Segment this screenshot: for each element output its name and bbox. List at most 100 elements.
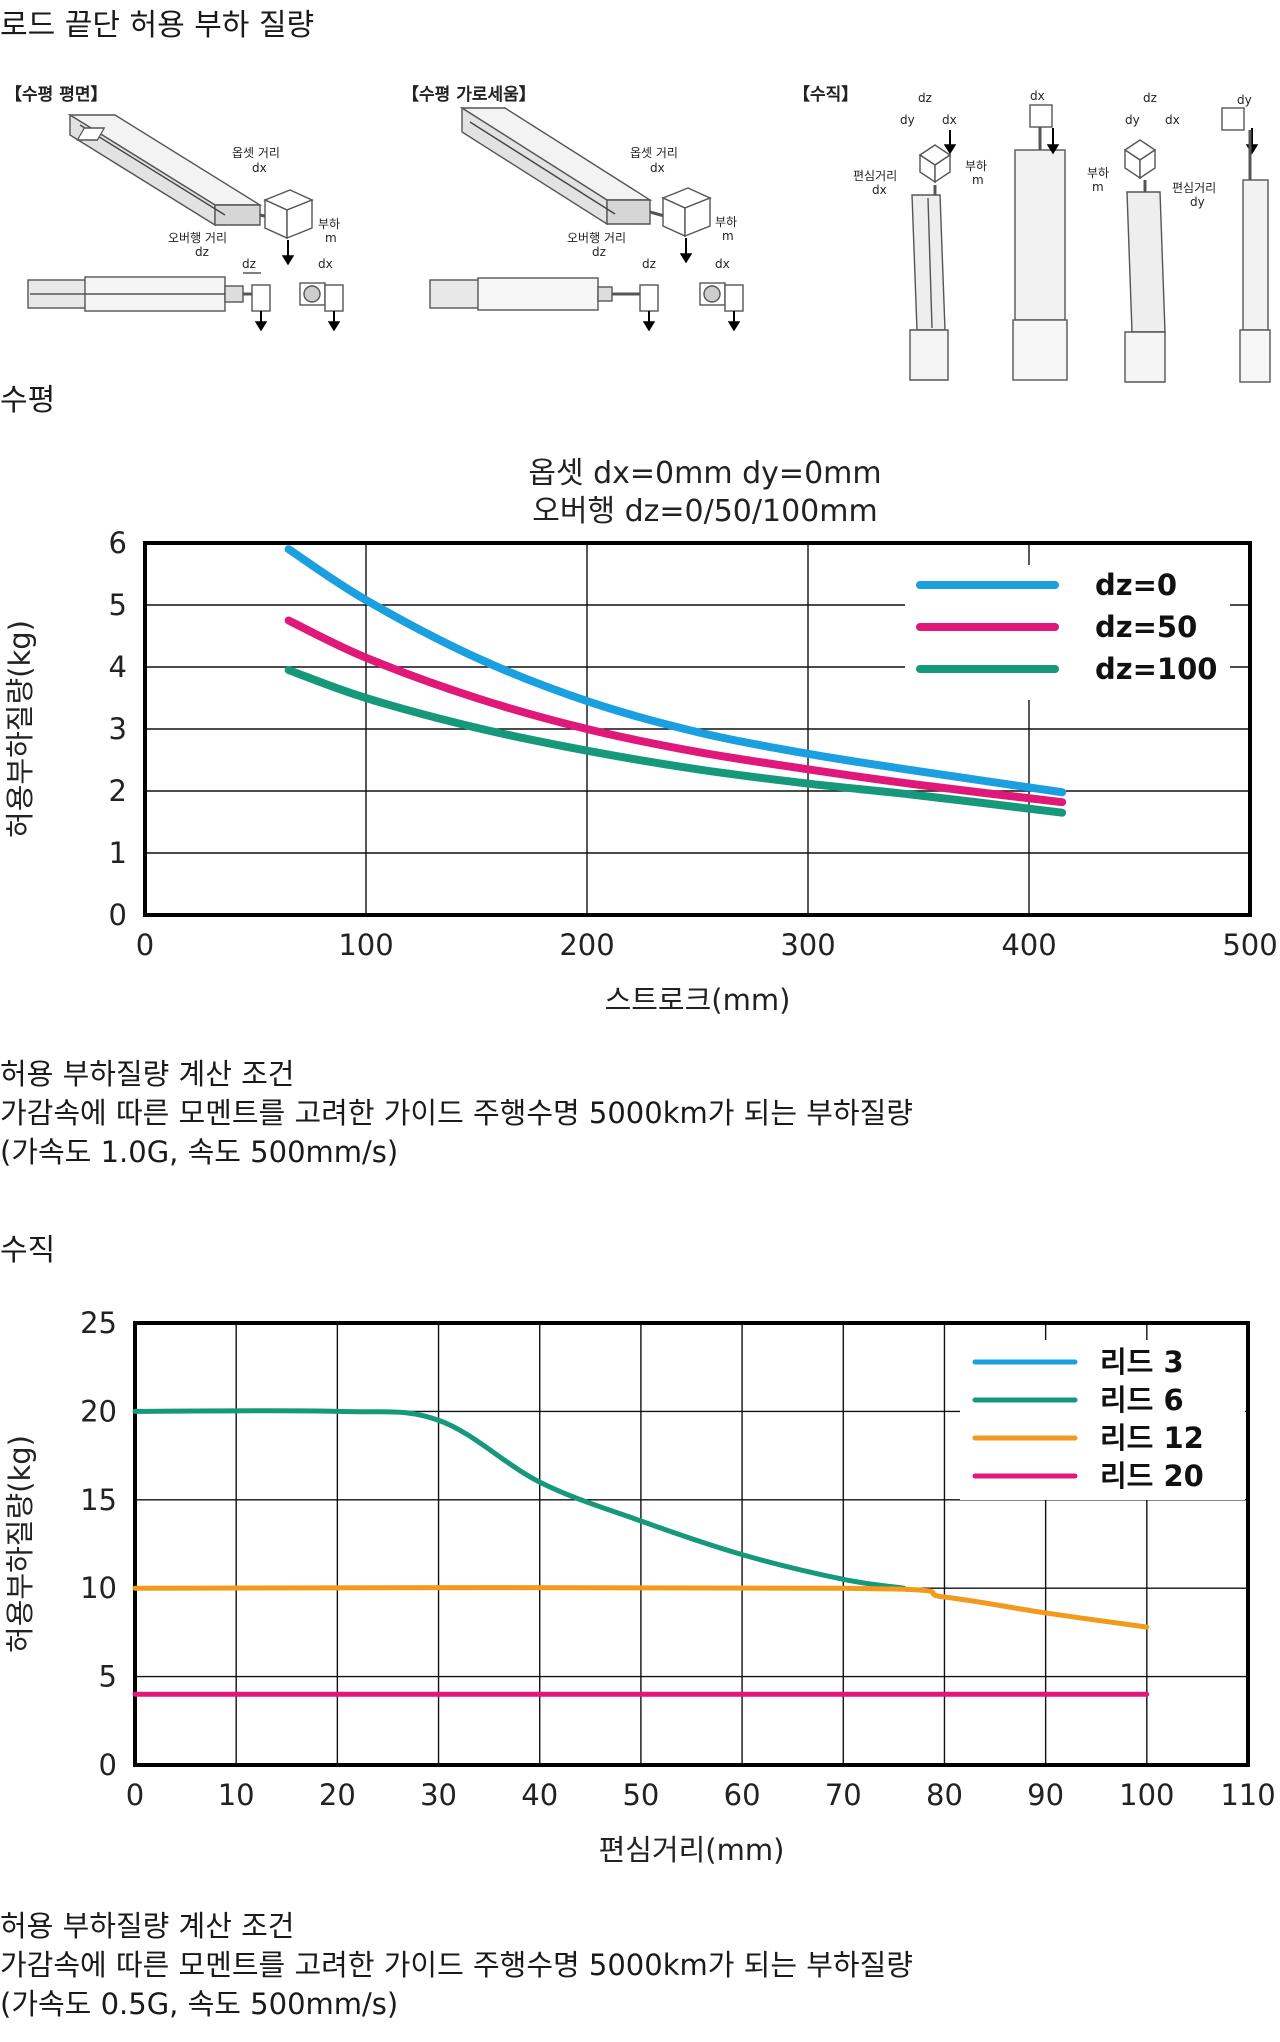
horizontal-flat-actuator-side xyxy=(27,272,344,332)
x-tick-label: 300 xyxy=(780,928,835,962)
legend-label: dz=50 xyxy=(1095,610,1197,644)
label-offset-axis: dx xyxy=(650,161,665,175)
y-tick-label: 5 xyxy=(109,588,127,622)
vertical-load-chart: 0 10 20 30 40 50 60 70 80 90 100 110 0 5 10 15 20 25 편심거리(… xyxy=(3,1306,1276,1867)
label-dz: dz xyxy=(642,257,656,271)
y-tick-label: 0 xyxy=(99,1748,117,1782)
y-tick-label: 10 xyxy=(80,1571,117,1605)
legend-label: dz=100 xyxy=(1095,652,1217,686)
label-dz: dz xyxy=(1143,91,1157,105)
label-load-sym: m xyxy=(1092,180,1104,194)
x-tick-label: 80 xyxy=(926,1778,963,1812)
x-tick-label: 20 xyxy=(319,1778,356,1812)
series-line-dz0 xyxy=(284,545,1067,797)
conditions-line-1-vertical: 가감속에 따른 모멘트를 고려한 가이드 주행수명 5000km가 되는 부하질… xyxy=(0,1948,913,1982)
conditions-title-vertical: 허용 부하질량 계산 조건 xyxy=(0,1909,295,1943)
label-dy: dy xyxy=(1237,93,1252,107)
x-tick-label: 0 xyxy=(126,1778,144,1812)
x-tick-label: 10 xyxy=(218,1778,255,1812)
label-ecc1: 편심거리 xyxy=(853,169,897,183)
section-heading-horizontal: 수평 xyxy=(0,383,56,418)
section-heading-vertical: 수직 xyxy=(0,1233,56,1268)
series-line-12 xyxy=(132,1585,1150,1630)
label-dz: dz xyxy=(918,91,932,105)
legend-label: 리드 20 xyxy=(1100,1459,1204,1493)
legend-label: 리드 12 xyxy=(1100,1421,1204,1455)
y-tick-label: 20 xyxy=(80,1394,117,1428)
conditions-title-horizontal: 허용 부하질량 계산 조건 xyxy=(0,1057,295,1091)
legend-label: dz=0 xyxy=(1095,568,1177,602)
label-dy: dy xyxy=(900,113,915,127)
diagram-title-horizontal-side: 【수평 가로세움】 xyxy=(402,84,536,105)
series-line-6 xyxy=(132,1408,907,1591)
vertical-actuator-side-2 xyxy=(1221,107,1271,383)
label-dx: dx xyxy=(1165,113,1180,127)
label-load: 부하 xyxy=(965,159,987,173)
conditions-line-1-horizontal: 가감속에 따른 모멘트를 고려한 가이드 주행수명 5000km가 되는 부하질… xyxy=(0,1096,913,1130)
y-tick-label: 3 xyxy=(109,712,127,746)
label-offset: 옵셋 거리 xyxy=(630,146,678,160)
legend-label: 리드 3 xyxy=(1100,1345,1184,1379)
mounting-diagrams: 【수평 평면】 【수평 가로세움】 【수직】 옵셋 거리 dx 부하 m 오버행… xyxy=(5,84,1271,383)
label-overhang-axis: dz xyxy=(195,245,209,259)
page-title: 로드 끝단 허용 부하 질량 xyxy=(0,8,315,43)
x-tick-label: 60 xyxy=(724,1778,761,1812)
y-tick-label: 15 xyxy=(80,1483,117,1517)
y-tick-label: 4 xyxy=(109,650,127,684)
y-tick-label: 6 xyxy=(109,526,127,560)
label-dx: dx xyxy=(942,113,957,127)
label-load: 부하 xyxy=(1087,166,1109,180)
diagram-title-horizontal-flat: 【수평 평면】 xyxy=(5,84,107,105)
x-tick-label: 30 xyxy=(420,1778,457,1812)
series-line-dz100 xyxy=(284,666,1067,817)
x-tick-label: 200 xyxy=(559,928,614,962)
chart-title: 옵셋 dx=0mm dy=0mm xyxy=(528,456,881,491)
x-tick-label: 500 xyxy=(1222,928,1277,962)
vertical-actuator-iso-1 xyxy=(909,144,952,381)
x-axis-label: 편심거리(mm) xyxy=(599,1833,785,1867)
y-axis-label: 허용부하질량(kg) xyxy=(3,620,37,838)
label-load-sym: m xyxy=(325,231,337,245)
y-tick-label: 0 xyxy=(109,898,127,932)
label-dx: dx xyxy=(715,257,730,271)
label-offset: 옵셋 거리 xyxy=(232,146,280,160)
diagram-title-vertical: 【수직】 xyxy=(793,84,858,105)
label-dx: dx xyxy=(1030,89,1045,103)
label-ecc2: 편심거리 xyxy=(1172,181,1216,195)
label-ecc2-axis: dy xyxy=(1190,195,1205,209)
label-load: 부하 xyxy=(715,215,737,229)
label-overhang: 오버행 거리 xyxy=(168,230,227,245)
plot-frame xyxy=(133,1321,1250,1767)
conditions-line-2-vertical: (가속도 0.5G, 속도 500mm/s) xyxy=(0,1987,399,2021)
label-dz: dz xyxy=(242,257,256,271)
y-tick-label: 1 xyxy=(109,836,127,870)
label-overhang: 오버행 거리 xyxy=(567,230,626,245)
y-tick-label: 5 xyxy=(99,1660,117,1694)
x-tick-label: 90 xyxy=(1027,1778,1064,1812)
vertical-actuator-iso-2 xyxy=(1123,139,1166,383)
y-tick-label: 2 xyxy=(109,774,127,808)
series-line-dz50 xyxy=(284,616,1067,807)
x-tick-label: 400 xyxy=(1001,928,1056,962)
vertical-actuator-side-1 xyxy=(1012,104,1068,381)
horizontal-flat-actuator-iso xyxy=(67,113,314,240)
y-axis-label: 허용부하질량(kg) xyxy=(3,1435,37,1653)
label-dx: dx xyxy=(318,257,333,271)
legend-box xyxy=(960,1340,1245,1500)
x-tick-label: 100 xyxy=(1119,1778,1174,1812)
label-dy: dy xyxy=(1125,113,1140,127)
x-axis-label: 스트로크(mm) xyxy=(605,983,791,1017)
label-load-sym: m xyxy=(722,229,734,243)
x-tick-label: 50 xyxy=(622,1778,659,1812)
label-load: 부하 xyxy=(318,217,340,231)
horizontal-side-actuator-iso xyxy=(459,106,712,238)
label-ecc1-axis: dx xyxy=(872,183,887,197)
y-tick-label: 25 xyxy=(80,1306,117,1340)
chart-subtitle: 오버행 dz=0/50/100mm xyxy=(532,494,877,529)
x-tick-label: 100 xyxy=(338,928,393,962)
x-tick-label: 0 xyxy=(136,928,154,962)
x-tick-label: 110 xyxy=(1220,1778,1275,1812)
label-load-sym: m xyxy=(972,173,984,187)
label-overhang-axis: dz xyxy=(592,245,606,259)
horizontal-side-actuator-side xyxy=(429,277,744,332)
